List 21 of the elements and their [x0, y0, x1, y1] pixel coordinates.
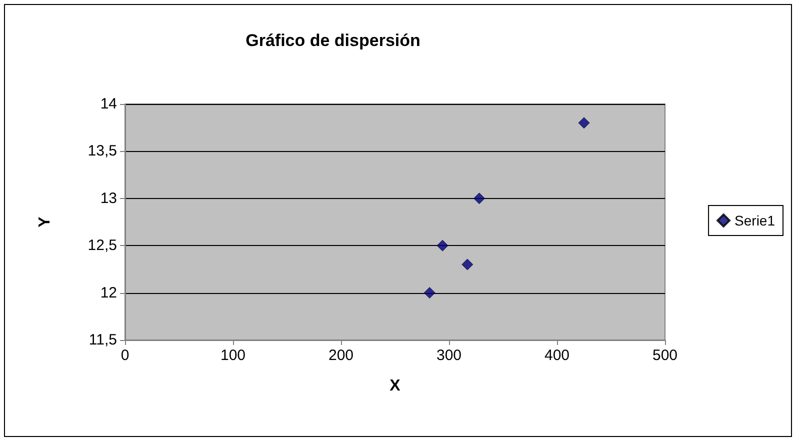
point [424, 287, 436, 299]
y-tick-label: 14 [100, 96, 117, 112]
x-tick-label: 300 [436, 347, 462, 364]
point [473, 192, 485, 204]
x-tick-label: 200 [328, 347, 354, 364]
point [462, 258, 474, 270]
point [436, 240, 448, 252]
x-tick-label: 400 [544, 347, 570, 364]
point [578, 117, 590, 129]
y-tick-label: 12 [100, 284, 117, 302]
x-axis-title: X [390, 378, 401, 394]
y-tick-label: 13 [100, 190, 117, 207]
y-tick-label: 11,5 [88, 332, 117, 348]
x-tick-label: 100 [220, 347, 246, 364]
y-tick-label: 13,5 [88, 142, 117, 160]
y-tick-label: 12,5 [88, 237, 117, 254]
x-tick-label: 0 [120, 347, 130, 364]
x-tick-label: 500 [652, 347, 678, 364]
legend-label: Serie1 [734, 212, 776, 228]
chart-title: Gráfico de dispersión [246, 31, 420, 50]
y-axis-title: Y [36, 216, 54, 228]
